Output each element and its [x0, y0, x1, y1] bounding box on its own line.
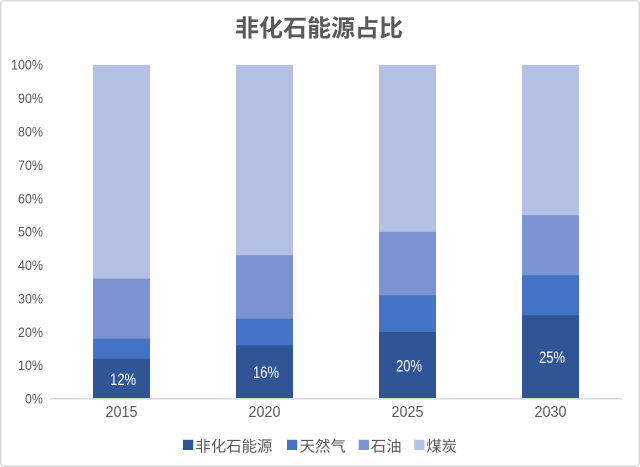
svg-text:16%: 16% [253, 363, 279, 382]
svg-text:50%: 50% [18, 225, 43, 240]
svg-text:12%: 12% [110, 370, 136, 389]
svg-text:20%: 20% [18, 325, 43, 340]
svg-text:20%: 20% [396, 357, 422, 376]
svg-text:60%: 60% [18, 191, 43, 206]
svg-text:2015: 2015 [106, 404, 138, 421]
svg-text:2025: 2025 [392, 404, 424, 421]
svg-text:30%: 30% [18, 291, 43, 306]
svg-text:100%: 100% [11, 58, 43, 73]
svg-text:70%: 70% [18, 158, 43, 173]
svg-text:10%: 10% [18, 358, 43, 373]
svg-text:2020: 2020 [249, 404, 281, 421]
svg-text:90%: 90% [18, 91, 43, 106]
svg-text:40%: 40% [18, 258, 43, 273]
svg-text:0%: 0% [25, 392, 43, 407]
svg-text:80%: 80% [18, 125, 43, 140]
svg-text:25%: 25% [539, 348, 565, 367]
svg-text:2030: 2030 [535, 404, 567, 421]
